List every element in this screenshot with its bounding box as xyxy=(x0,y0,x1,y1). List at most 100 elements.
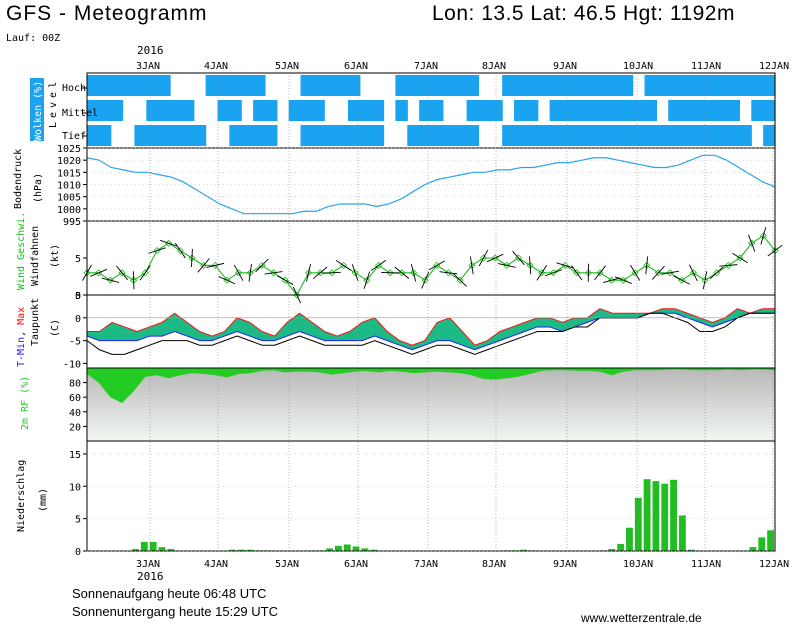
panel-frame-wind xyxy=(86,220,776,296)
cloud-cell xyxy=(644,100,657,121)
cloud-cell xyxy=(300,125,313,146)
cloud-cell xyxy=(158,100,171,121)
wind-barb xyxy=(645,256,649,275)
pressure-ytick-label: 1005 xyxy=(57,193,81,204)
wind-barb xyxy=(335,259,352,271)
wind-speed-point xyxy=(153,247,161,255)
cloud-cell xyxy=(253,100,266,121)
precipitation-bar xyxy=(687,549,695,551)
cloud-cell xyxy=(514,75,527,96)
cloud-cell xyxy=(703,100,717,121)
wind-barb xyxy=(306,263,312,282)
cloud-cell xyxy=(585,75,598,96)
day-label-bottom: 6JAN xyxy=(344,559,368,570)
cloud-cell xyxy=(442,75,456,96)
precipitation-bar xyxy=(158,547,166,551)
cloud-cell xyxy=(537,75,551,96)
cloud-cell xyxy=(359,100,373,121)
wind-speed-point xyxy=(398,269,406,277)
wind-barb xyxy=(630,264,641,281)
cloud-cell xyxy=(134,125,147,146)
wind-barb xyxy=(651,265,665,280)
cloud-cell xyxy=(644,125,657,146)
wind-barb xyxy=(218,276,236,285)
wind-barb xyxy=(191,248,193,268)
cloud-cell xyxy=(763,100,776,121)
pressure-unit-label: (hPa) xyxy=(33,173,44,203)
cloud-cell xyxy=(561,100,574,121)
dewpoint-series xyxy=(86,312,775,355)
wind-ytick-label: 0 xyxy=(75,291,81,302)
dewpoint-axis-label: Taupunkt xyxy=(30,298,41,346)
wind-speed-point xyxy=(95,269,103,277)
wind-speed-point xyxy=(374,261,383,269)
wind-barb-axis-label: Windfahnen xyxy=(30,226,41,286)
cloud-cell xyxy=(525,100,539,121)
humidity-fill xyxy=(87,368,775,404)
precipitation-bar xyxy=(246,549,254,551)
precipitation-bar xyxy=(643,479,651,551)
precipitation-bar xyxy=(678,515,686,551)
day-label-top: 11JAN xyxy=(691,61,721,72)
cloud-cell xyxy=(573,100,586,121)
cloud-cell xyxy=(193,125,207,146)
cloud-cell xyxy=(561,75,574,96)
cloud-cell xyxy=(347,75,361,96)
year-label-top: 2016 xyxy=(137,44,164,57)
wind-barb xyxy=(512,250,525,266)
cloud-cell xyxy=(502,125,515,146)
temperature-range-fill xyxy=(87,308,775,350)
cloud-cell xyxy=(371,125,385,146)
source-link[interactable]: www.wetterzentrale.de xyxy=(581,611,702,625)
wind-speed-point xyxy=(316,269,324,277)
wind-barb xyxy=(313,266,328,279)
cloud-cell xyxy=(727,100,741,121)
day-label-bottom: 4JAN xyxy=(204,559,228,570)
temperature-ytick-label: -10 xyxy=(63,359,81,370)
tmin-max-separator: , xyxy=(16,325,27,337)
wind-barb xyxy=(760,227,767,245)
cloud-cell xyxy=(751,100,764,121)
wind-barb xyxy=(410,263,417,282)
wind-barb xyxy=(536,265,548,281)
wind-speed-series xyxy=(87,235,776,297)
cloud-cell xyxy=(324,75,337,96)
sunset-text: Sonnenuntergang heute 15:29 UTC xyxy=(72,604,278,619)
wind-speed-point xyxy=(339,261,348,269)
wind-speed-point xyxy=(666,269,674,277)
wind-speed-axis-label: Wind Geschwi. xyxy=(16,212,27,290)
wind-speed-point xyxy=(736,254,744,262)
day-label-bottom: 3JAN xyxy=(136,559,160,570)
cloud-cell xyxy=(597,100,610,121)
wind-barb xyxy=(453,273,467,287)
cloud-cell xyxy=(466,75,480,96)
day-label-top: 9JAN xyxy=(553,61,577,72)
cloud-cell xyxy=(336,125,349,146)
precipitation-bar xyxy=(670,479,677,551)
cloud-cell xyxy=(347,100,361,121)
wind-barb xyxy=(421,271,430,289)
cloud-cell xyxy=(680,125,693,146)
cloud-cell xyxy=(680,100,693,121)
precipitation-bar xyxy=(370,549,378,551)
wind-barb xyxy=(709,266,724,280)
temperature-ytick-label: 5 xyxy=(75,291,81,302)
cloud-cell xyxy=(217,75,230,96)
cloud-cell xyxy=(419,125,432,146)
precipitation-bar xyxy=(352,546,360,551)
temperature-ytick-label: -5 xyxy=(69,337,81,348)
wind-speed-point xyxy=(165,239,173,247)
precipitation-ytick-label: 0 xyxy=(75,547,81,558)
cloud-cell xyxy=(632,100,646,121)
cloud-cell xyxy=(597,75,610,96)
cloud-axis-label: Wolken (%) xyxy=(33,81,44,141)
cloud-cell xyxy=(691,75,705,96)
cloud-cell xyxy=(170,125,183,146)
day-label-bottom: 10JAN xyxy=(623,559,653,570)
cloud-cell xyxy=(98,75,112,96)
precipitation-unit-label: (mm) xyxy=(38,488,49,512)
cloud-cell xyxy=(407,75,420,96)
wind-barb xyxy=(497,263,516,268)
day-label-top: 8JAN xyxy=(482,61,506,72)
wind-speed-point xyxy=(188,254,196,262)
